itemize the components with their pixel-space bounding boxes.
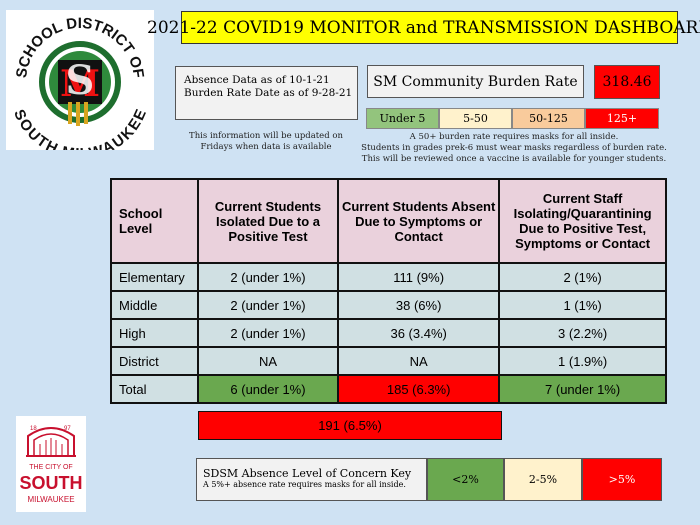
burden-rate-label: SM Community Burden Rate [367, 65, 584, 98]
cell-staff: 1 (1.9%) [498, 346, 667, 376]
city-logo: 18 97 THE CITY OF SOUTH MILWAUKEE [16, 416, 86, 512]
cell-absent: NA [337, 346, 501, 376]
cell-isolated: NA [196, 346, 340, 376]
header-school-level: School Level [110, 178, 199, 264]
cell-staff: 3 (2.2%) [498, 318, 667, 348]
svg-text:SOUTH: SOUTH [20, 473, 83, 493]
cell-staff-total: 7 (under 1%) [498, 374, 667, 404]
cell-staff: 1 (1%) [498, 290, 667, 320]
cell-isolated: 2 (under 1%) [196, 318, 340, 348]
concern-key-title: SDSM Absence Level of Concern Key [203, 467, 412, 480]
svg-text:M: M [60, 63, 100, 105]
cell-absent-total: 185 (6.3%) [337, 374, 501, 404]
table-row: High 2 (under 1%) 36 (3.4%) 3 (2.2%) [110, 318, 667, 348]
row-level: Middle [110, 290, 199, 320]
covid-data-table: School Level Current Students Isolated D… [110, 178, 667, 404]
cell-isolated-total: 6 (under 1%) [196, 374, 340, 404]
burden-note-line: This will be reviewed once a vaccine is … [361, 154, 667, 164]
cell-absent: 38 (6%) [337, 290, 501, 320]
burden-rate-value: 318.46 [594, 65, 660, 99]
cell-isolated: 2 (under 1%) [196, 262, 340, 292]
row-level: Total [110, 374, 199, 404]
update-note: This information will be updated on Frid… [189, 131, 343, 152]
svg-text:97: 97 [64, 426, 71, 432]
table-total-row: Total 6 (under 1%) 185 (6.3%) 7 (under 1… [110, 374, 667, 404]
svg-text:S: S [66, 57, 95, 104]
header-students-absent: Current Students Absent Due to Symptoms … [337, 178, 501, 264]
combined-total: 191 (6.5%) [198, 411, 502, 440]
row-level: Elementary [110, 262, 199, 292]
concern-level-medium: 2-5% [504, 458, 582, 501]
burden-legend-125-plus: 125+ [585, 108, 659, 129]
cell-absent: 111 (9%) [337, 262, 501, 292]
burden-date-line: Burden Rate Date as of 9-28-21 [184, 87, 353, 99]
cell-staff: 2 (1%) [498, 262, 667, 292]
burden-rate-note: A 50+ burden rate requires masks for all… [360, 132, 668, 165]
absence-date-line: Absence Data as of 10-1-21 [184, 74, 330, 86]
row-level: High [110, 318, 199, 348]
burden-note-line: A 50+ burden rate requires masks for all… [409, 132, 619, 142]
concern-key-subtitle: A 5%+ absence rate requires masks for al… [203, 480, 406, 489]
cell-isolated: 2 (under 1%) [196, 290, 340, 320]
svg-text:MILWAUKEE: MILWAUKEE [27, 495, 74, 504]
header-staff-isolating: Current Staff Isolating/Quarantining Due… [498, 178, 667, 264]
header-students-isolated: Current Students Isolated Due to a Posit… [196, 178, 340, 264]
burden-note-line: Students in grades prek-6 must wear mask… [361, 143, 667, 153]
concern-key-box: SDSM Absence Level of Concern Key A 5%+ … [196, 458, 427, 501]
burden-legend-50-125: 50-125 [512, 108, 585, 129]
svg-text:18: 18 [30, 426, 37, 432]
table-row: District NA NA 1 (1.9%) [110, 346, 667, 376]
concern-level-high: >5% [582, 458, 662, 501]
concern-level-low: <2% [427, 458, 504, 501]
school-district-logo: M S SCHOOL DISTRICT OF SOUTH MILWAUKEE [6, 10, 154, 163]
table-header-row: School Level Current Students Isolated D… [110, 178, 667, 264]
burden-legend-under-5: Under 5 [366, 108, 439, 129]
svg-text:THE CITY OF: THE CITY OF [29, 464, 72, 471]
table-row: Elementary 2 (under 1%) 111 (9%) 2 (1%) [110, 262, 667, 292]
row-level: District [110, 346, 199, 376]
burden-legend-5-50: 5-50 [439, 108, 512, 129]
table-row: Middle 2 (under 1%) 38 (6%) 1 (1%) [110, 290, 667, 320]
dashboard-title: 2021-22 COVID19 MONITOR and TRANSMISSION… [147, 11, 700, 44]
absence-info-box: Absence Data as of 10-1-21 Burden Rate D… [175, 66, 358, 120]
cell-absent: 36 (3.4%) [337, 318, 501, 348]
